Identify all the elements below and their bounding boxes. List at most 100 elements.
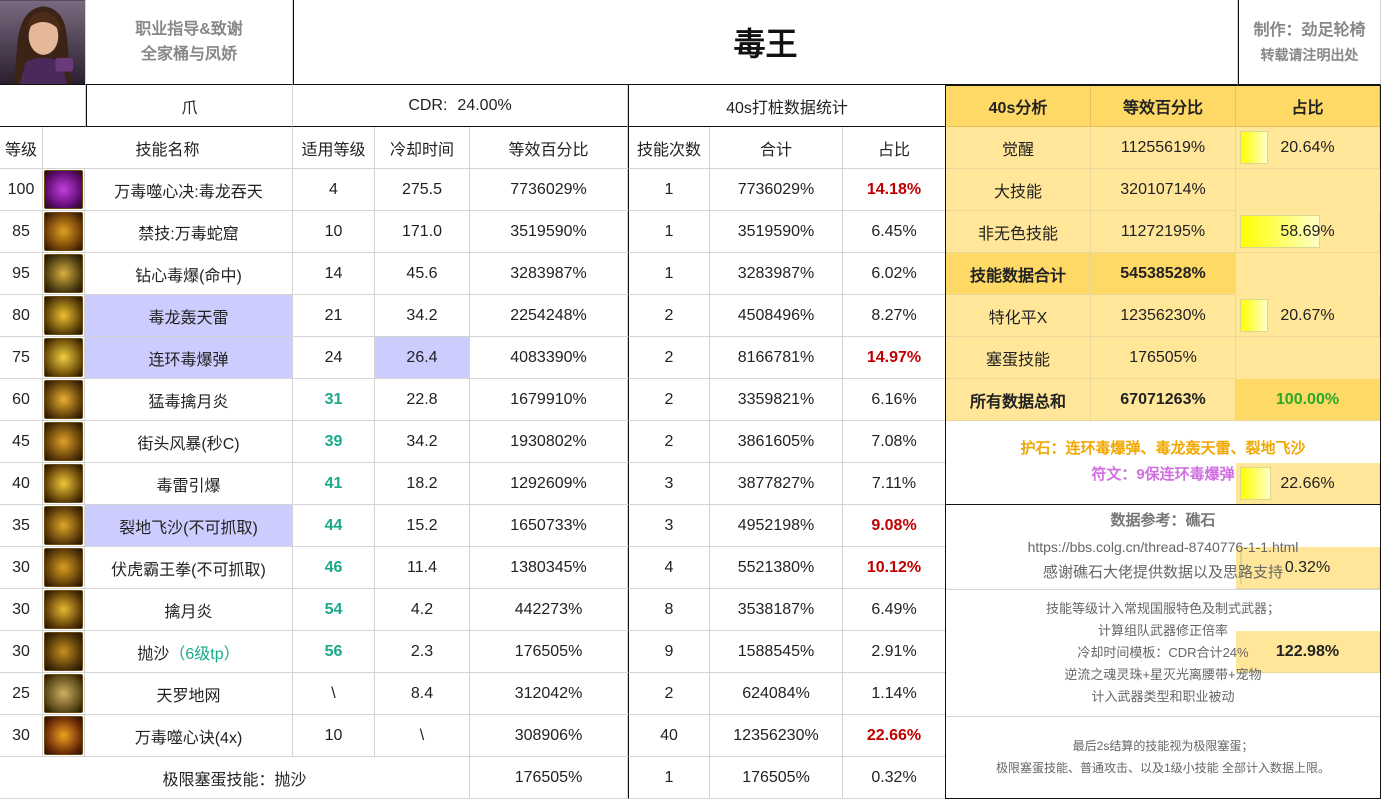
skill-share: 2.91% xyxy=(843,631,946,673)
skill-icon xyxy=(43,505,85,547)
skill-cooldown: 4.2 xyxy=(375,589,470,631)
analysis-value: 11272195% xyxy=(1091,211,1236,253)
skill-share: 6.49% xyxy=(843,589,946,631)
analysis-label: 技能数据合计 xyxy=(946,253,1091,295)
analysis-col-share: 占比 xyxy=(1236,86,1380,127)
skill-icon xyxy=(43,631,85,673)
skill-level: 25 xyxy=(0,673,43,715)
skill-emblem-icon xyxy=(44,506,83,545)
skill-icon xyxy=(43,421,85,463)
ref-url[interactable]: https://bbs.colg.cn/thread-8740776-1-1.h… xyxy=(1027,539,1299,555)
skill-cooldown: \ xyxy=(375,715,470,757)
skill-emblem-icon xyxy=(44,170,83,209)
rule-line1: 技能等级计入常规国服特色及制式武器； xyxy=(1045,601,1280,616)
skill-percent: 3519590% xyxy=(470,211,628,253)
calc-rules: 技能等级计入常规国服特色及制式武器； 计算组队武器修正倍率 冷却时间模板：CDR… xyxy=(946,590,1380,717)
skill-name-text: 天罗地网 xyxy=(156,687,221,705)
skill-emblem-icon xyxy=(44,380,83,419)
analysis-share: 122.98% xyxy=(1236,631,1380,673)
skill-icon xyxy=(43,547,85,589)
skill-emblem-icon xyxy=(44,716,83,755)
skill-percent: 442273% xyxy=(470,589,628,631)
skill-cooldown: 34.2 xyxy=(375,421,470,463)
skill-percent: 1679910% xyxy=(470,379,628,421)
guide-credits: 职业指导&致谢 全家桶与凤娇 xyxy=(86,0,293,85)
skill-cooldown: 15.2 xyxy=(375,505,470,547)
analysis-share-text: 20.67% xyxy=(1280,306,1335,324)
skill-req-level: 24 xyxy=(293,337,375,379)
skill-level: 95 xyxy=(0,253,43,295)
stone-note: 护石：连环毒爆弹、毒龙轰天雷、裂地飞沙 xyxy=(1020,440,1306,457)
skill-count: 2 xyxy=(628,673,710,715)
skill-name-text: 万毒噬心决:毒龙吞天 xyxy=(114,183,263,201)
skill-name: 万毒噬心决:毒龙吞天 xyxy=(85,169,293,211)
skill-percent: 7736029% xyxy=(470,169,628,211)
rule-line3: 冷却时间模板：CDR合计24% xyxy=(1077,645,1249,660)
skill-cooldown: 26.4 xyxy=(375,337,470,379)
skill-share: 14.97% xyxy=(843,337,946,379)
analysis-share: 20.67% xyxy=(1236,295,1380,337)
share-bar xyxy=(1240,299,1268,332)
skill-name-text: 擒月炎 xyxy=(164,603,213,621)
analysis-share-text: 0.32% xyxy=(1284,558,1331,576)
skill-percent: 2254248% xyxy=(470,295,628,337)
skill-name-text: 毒龙轰天雷 xyxy=(148,309,229,327)
analysis-share: 20.64% xyxy=(1236,127,1380,169)
analysis-share-text: 58.69% xyxy=(1280,222,1335,240)
last-notes: 最后2s结算的技能视为极限塞蛋； 极限塞蛋技能、普通攻击、以及1级小技能 全部计… xyxy=(946,717,1380,797)
skill-name-text: 钻心毒爆(命中) xyxy=(135,267,242,285)
skill-percent: 1380345% xyxy=(470,547,628,589)
skill-emblem-icon xyxy=(44,674,83,713)
skill-icon xyxy=(43,169,85,211)
skill-total: 7736029% xyxy=(710,169,843,211)
skill-name-text: 街头风暴(秒C) xyxy=(137,435,240,453)
skill-total: 624084% xyxy=(710,673,843,715)
analysis-value: 176505% xyxy=(1091,337,1236,379)
col-total: 合计 xyxy=(710,127,843,169)
analysis-share-text: 100.00% xyxy=(1275,390,1340,408)
footer-percent: 176505% xyxy=(470,757,628,799)
skill-total: 3519590% xyxy=(710,211,843,253)
skill-req-level: 14 xyxy=(293,253,375,295)
analysis-value: 11255619% xyxy=(1091,127,1236,169)
build-notes: 护石：连环毒爆弹、毒龙轰天雷、裂地飞沙 符文：9保连环毒爆弹 xyxy=(946,420,1380,505)
skill-percent: 312042% xyxy=(470,673,628,715)
skill-req-level: 21 xyxy=(293,295,375,337)
skill-level: 30 xyxy=(0,631,43,673)
skill-share: 22.66% xyxy=(843,715,946,757)
skill-name: 裂地飞沙(不可抓取) xyxy=(85,505,293,547)
skill-name-text: 猛毒擒月炎 xyxy=(148,393,229,411)
skill-count: 2 xyxy=(628,295,710,337)
skill-share: 6.45% xyxy=(843,211,946,253)
footer-count: 1 xyxy=(628,757,710,799)
skill-req-level: 44 xyxy=(293,505,375,547)
rune-note: 符文：9保连环毒爆弹 xyxy=(1091,466,1235,483)
skill-percent: 3283987% xyxy=(470,253,628,295)
cdr-value: 24.00% xyxy=(457,96,512,114)
skill-name-text: 伏虎霸王拳(不可抓取) xyxy=(111,561,266,579)
skill-name: 钻心毒爆(命中) xyxy=(85,253,293,295)
analysis-share: 0.32% xyxy=(1236,547,1380,589)
skill-percent: 1650733% xyxy=(470,505,628,547)
skill-total: 4508496% xyxy=(710,295,843,337)
footer-share: 0.32% xyxy=(843,757,946,799)
skill-count: 2 xyxy=(628,379,710,421)
col-req-level: 适用等级 xyxy=(293,127,375,169)
rule-line2: 计算组队武器修正倍率 xyxy=(1097,623,1228,638)
skill-req-level: 10 xyxy=(293,211,375,253)
share-bar xyxy=(1240,551,1242,584)
skill-level: 35 xyxy=(0,505,43,547)
skill-req-level: 41 xyxy=(293,463,375,505)
skill-req-level: 56 xyxy=(293,631,375,673)
author-name: 制作：劲足轮椅 xyxy=(1253,22,1366,39)
reference-notes: 数据参考：礁石 https://bbs.colg.cn/thread-87407… xyxy=(946,505,1380,590)
skill-total: 3359821% xyxy=(710,379,843,421)
analysis-label: 塞蛋技能 xyxy=(946,337,1091,379)
character-portrait-icon xyxy=(0,0,85,84)
skill-level: 30 xyxy=(0,547,43,589)
skill-emblem-icon xyxy=(44,548,83,587)
skill-cooldown: 171.0 xyxy=(375,211,470,253)
stats-label: 40s打桩数据统计 xyxy=(628,85,946,127)
skill-name: 毒龙轰天雷 xyxy=(85,295,293,337)
skill-icon xyxy=(43,337,85,379)
